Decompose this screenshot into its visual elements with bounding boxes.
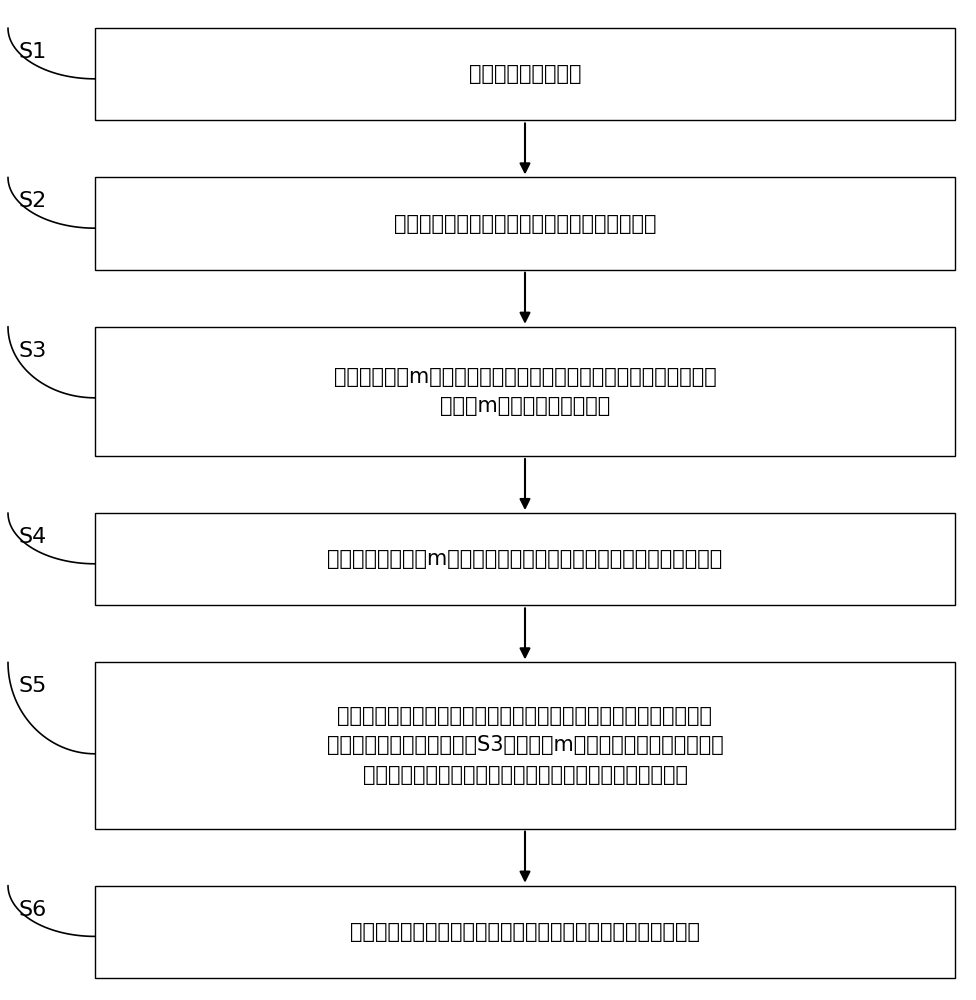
Text: S1: S1: [18, 42, 46, 62]
Text: 对三维心血管图像进行切片处理，获得二维切片: 对三维心血管图像进行切片处理，获得二维切片: [393, 214, 656, 234]
Text: S5: S5: [18, 676, 47, 696]
Bar: [95, 327, 955, 456]
Text: S6: S6: [18, 900, 46, 920]
Text: 将二维切片以m种组合方式组合后，输入现有的分割模型中进行训练
，获得m个训练好的分割模型: 将二维切片以m种组合方式组合后，输入现有的分割模型中进行训练 ，获得m个训练好的…: [334, 367, 716, 416]
Bar: [95, 886, 955, 978]
Bar: [95, 662, 955, 829]
Text: 获取三维心血管图像: 获取三维心血管图像: [468, 64, 582, 84]
Text: 将待分割的三维心血管图像进行切片处理，得到待分割的三维心血管
图像的二维切片，将其以与S3中相同的m种组合方式进行组合后，输
入集成分割模型中进行分割，获得二维: 将待分割的三维心血管图像进行切片处理，得到待分割的三维心血管 图像的二维切片，将…: [327, 706, 723, 785]
Text: S4: S4: [18, 527, 46, 547]
Text: S3: S3: [18, 341, 46, 361]
Bar: [95, 513, 955, 605]
Bar: [95, 177, 955, 270]
Text: 对二维冠状动脉预测图片进行三维重构，获得冠状动脉三维图像: 对二维冠状动脉预测图片进行三维重构，获得冠状动脉三维图像: [350, 922, 700, 942]
Text: 采用投票集成法将m个训练好的分割模型进行集成，获得集成分割模型: 采用投票集成法将m个训练好的分割模型进行集成，获得集成分割模型: [327, 549, 722, 569]
Bar: [95, 28, 955, 120]
Text: S2: S2: [18, 191, 46, 211]
